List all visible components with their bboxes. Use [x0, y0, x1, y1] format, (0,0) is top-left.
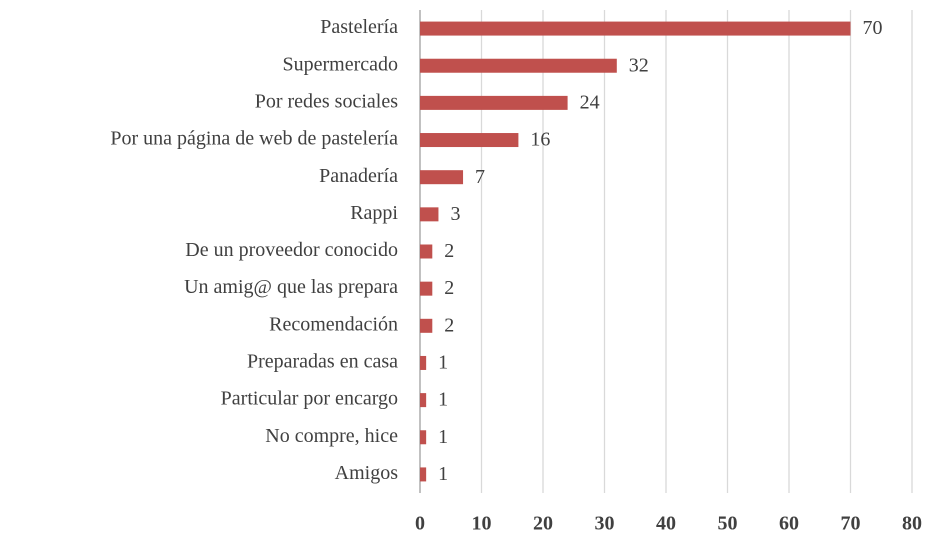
value-label: 7 — [475, 166, 485, 188]
bar — [420, 133, 519, 148]
value-label: 2 — [444, 314, 454, 336]
x-tick-label: 20 — [533, 513, 553, 535]
bar — [420, 244, 433, 259]
y-tick-label: Rappi — [350, 202, 398, 224]
value-label: 32 — [629, 54, 649, 76]
bar — [420, 170, 464, 185]
bar — [420, 95, 568, 110]
value-label: 24 — [580, 91, 600, 113]
y-tick-label: Supermercado — [282, 53, 398, 75]
value-label: 1 — [438, 426, 448, 448]
bar — [420, 355, 427, 370]
value-label: 1 — [438, 463, 448, 485]
value-label: 1 — [438, 389, 448, 411]
y-tick-label: Por una página de web de pastelería — [110, 128, 398, 150]
value-label: 70 — [863, 17, 883, 39]
x-tick-label: 30 — [595, 513, 615, 535]
x-tick-label: 10 — [472, 513, 492, 535]
bar — [420, 21, 851, 36]
bar — [420, 281, 433, 296]
value-label: 2 — [444, 277, 454, 299]
x-tick-label: 0 — [415, 513, 425, 535]
bar — [420, 207, 439, 222]
x-tick-label: 40 — [656, 513, 676, 535]
bar — [420, 393, 427, 408]
y-tick-label: De un proveedor conocido — [185, 239, 398, 261]
x-tick-label: 70 — [841, 513, 861, 535]
bar — [420, 467, 427, 482]
bar — [420, 318, 433, 333]
y-tick-label: No compre, hice — [265, 425, 398, 447]
y-tick-label: Particular por encargo — [221, 388, 398, 410]
y-tick-label: Pastelería — [320, 16, 398, 38]
bar — [420, 430, 427, 445]
y-tick-label: Preparadas en casa — [247, 351, 398, 373]
x-tick-label: 60 — [779, 513, 799, 535]
y-tick-label: Por redes sociales — [255, 90, 399, 112]
value-label: 3 — [450, 203, 460, 225]
value-label: 16 — [530, 129, 550, 151]
x-tick-label: 50 — [718, 513, 738, 535]
y-tick-label: Un amig@ que las prepara — [184, 276, 398, 298]
y-tick-label: Recomendación — [269, 313, 398, 335]
y-tick-label: Panadería — [319, 165, 398, 187]
x-tick-label: 80 — [902, 513, 922, 535]
value-label: 1 — [438, 352, 448, 374]
y-tick-label: Amigos — [335, 462, 399, 484]
value-label: 2 — [444, 240, 454, 262]
bar — [420, 58, 617, 73]
